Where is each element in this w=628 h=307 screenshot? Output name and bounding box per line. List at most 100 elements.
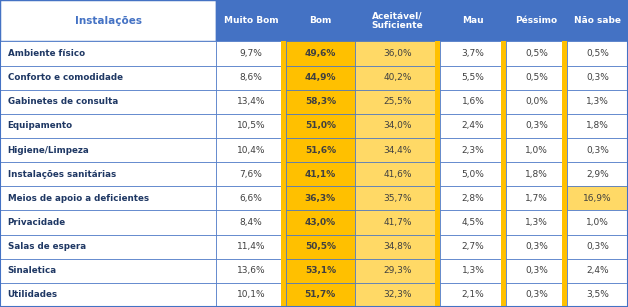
Bar — [216, 283, 286, 307]
Bar — [562, 114, 567, 138]
Text: Muito Bom: Muito Bom — [224, 16, 278, 25]
Text: 25,5%: 25,5% — [383, 97, 412, 106]
Text: 5,0%: 5,0% — [462, 170, 484, 179]
Text: 29,3%: 29,3% — [383, 266, 412, 275]
Bar — [0, 283, 216, 307]
Bar — [501, 90, 506, 114]
Bar — [216, 0, 286, 41]
Bar — [355, 162, 440, 186]
Text: 0,3%: 0,3% — [586, 242, 609, 251]
Text: 10,5%: 10,5% — [237, 122, 265, 130]
Bar — [286, 162, 355, 186]
Bar — [281, 283, 286, 307]
Bar — [506, 114, 567, 138]
Bar — [562, 186, 567, 210]
Text: 3,7%: 3,7% — [462, 49, 484, 58]
Bar — [281, 235, 286, 259]
Text: 1,3%: 1,3% — [525, 218, 548, 227]
Text: 0,0%: 0,0% — [525, 97, 548, 106]
Text: 51,0%: 51,0% — [305, 122, 336, 130]
Bar — [355, 235, 440, 259]
Bar — [501, 138, 506, 162]
Bar — [435, 138, 440, 162]
Text: 2,8%: 2,8% — [462, 194, 484, 203]
Bar — [355, 210, 440, 235]
Text: Aceitável/
Suficiente: Aceitável/ Suficiente — [372, 11, 423, 30]
Bar — [281, 162, 286, 186]
Bar — [506, 66, 567, 90]
Text: Salas de espera: Salas de espera — [8, 242, 85, 251]
Bar — [281, 66, 286, 90]
Bar — [562, 138, 567, 162]
Text: 0,3%: 0,3% — [525, 242, 548, 251]
Bar — [562, 41, 567, 66]
Bar — [501, 235, 506, 259]
Bar — [440, 66, 506, 90]
Text: 1,8%: 1,8% — [525, 170, 548, 179]
Bar — [501, 162, 506, 186]
Text: 1,3%: 1,3% — [586, 97, 609, 106]
Text: 41,7%: 41,7% — [383, 218, 412, 227]
Text: Meios de apoio a deficientes: Meios de apoio a deficientes — [8, 194, 149, 203]
Text: 53,1%: 53,1% — [305, 266, 336, 275]
Bar — [440, 210, 506, 235]
Bar — [435, 210, 440, 235]
Bar — [355, 283, 440, 307]
Text: 34,4%: 34,4% — [383, 146, 412, 155]
Bar — [0, 235, 216, 259]
Text: 2,3%: 2,3% — [462, 146, 484, 155]
Text: 2,7%: 2,7% — [462, 242, 484, 251]
Text: 44,9%: 44,9% — [305, 73, 336, 82]
Text: 3,5%: 3,5% — [586, 290, 609, 299]
Bar — [440, 283, 506, 307]
Bar — [0, 162, 216, 186]
Text: 1,3%: 1,3% — [462, 266, 484, 275]
Bar — [562, 66, 567, 90]
Text: 0,5%: 0,5% — [525, 73, 548, 82]
Bar — [216, 259, 286, 283]
Text: 41,1%: 41,1% — [305, 170, 336, 179]
Bar — [506, 138, 567, 162]
Text: 5,5%: 5,5% — [462, 73, 484, 82]
Bar — [286, 114, 355, 138]
Bar — [567, 162, 628, 186]
Bar — [440, 259, 506, 283]
Bar — [281, 186, 286, 210]
Bar — [216, 90, 286, 114]
Text: Equipamento: Equipamento — [8, 122, 73, 130]
Text: 49,6%: 49,6% — [305, 49, 336, 58]
Bar — [567, 66, 628, 90]
Bar — [216, 186, 286, 210]
Bar — [286, 235, 355, 259]
Text: Não sabe: Não sabe — [574, 16, 621, 25]
Text: Higiene/Limpeza: Higiene/Limpeza — [8, 146, 89, 155]
Text: 41,6%: 41,6% — [383, 170, 412, 179]
Text: Bom: Bom — [309, 16, 332, 25]
Bar — [355, 114, 440, 138]
Bar — [0, 259, 216, 283]
Bar — [506, 90, 567, 114]
Text: 9,7%: 9,7% — [239, 49, 263, 58]
Bar — [506, 283, 567, 307]
Text: 43,0%: 43,0% — [305, 218, 336, 227]
Bar — [435, 235, 440, 259]
Text: Instalações sanitárias: Instalações sanitárias — [8, 170, 116, 179]
Bar — [506, 259, 567, 283]
Text: Privacidade: Privacidade — [8, 218, 66, 227]
Text: 40,2%: 40,2% — [383, 73, 412, 82]
Text: 0,3%: 0,3% — [586, 146, 609, 155]
Text: 1,7%: 1,7% — [525, 194, 548, 203]
Bar — [440, 162, 506, 186]
Bar — [355, 186, 440, 210]
Text: Mau: Mau — [462, 16, 484, 25]
Bar — [286, 138, 355, 162]
Bar — [281, 41, 286, 66]
Bar — [506, 0, 567, 41]
Text: 1,6%: 1,6% — [462, 97, 484, 106]
Bar — [567, 0, 628, 41]
Bar — [0, 90, 216, 114]
Bar — [562, 283, 567, 307]
Text: 50,5%: 50,5% — [305, 242, 336, 251]
Bar — [567, 186, 628, 210]
Bar — [440, 114, 506, 138]
